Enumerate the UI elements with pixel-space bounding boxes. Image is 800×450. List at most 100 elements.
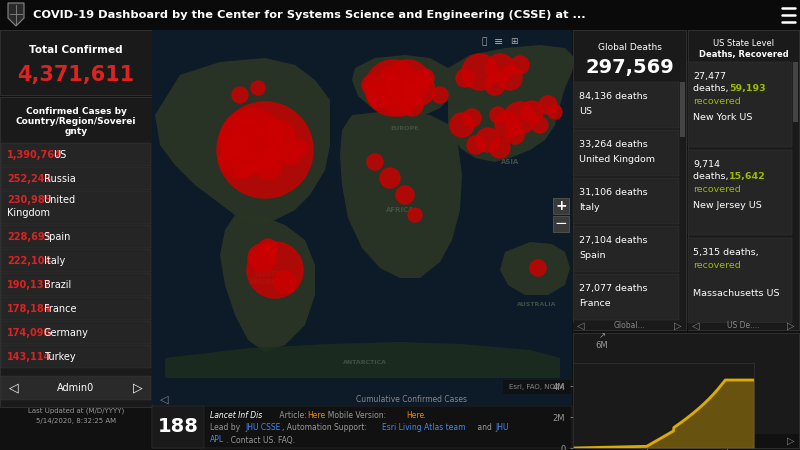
FancyBboxPatch shape	[573, 178, 679, 224]
FancyBboxPatch shape	[152, 406, 204, 448]
Text: ▷: ▷	[674, 321, 682, 331]
FancyBboxPatch shape	[680, 82, 685, 327]
Circle shape	[232, 87, 248, 103]
FancyBboxPatch shape	[1, 345, 151, 368]
Text: ▷: ▷	[787, 436, 794, 446]
Text: . Mobile Version:: . Mobile Version:	[323, 411, 389, 420]
Text: ◁: ◁	[9, 382, 19, 395]
Text: Esri, FAO, NOAA: Esri, FAO, NOAA	[510, 384, 565, 390]
FancyBboxPatch shape	[573, 323, 686, 330]
Circle shape	[292, 140, 308, 156]
FancyBboxPatch shape	[152, 30, 572, 405]
Text: recovered: recovered	[693, 185, 741, 194]
FancyBboxPatch shape	[1, 297, 151, 320]
FancyBboxPatch shape	[688, 30, 799, 330]
FancyBboxPatch shape	[680, 82, 685, 137]
Text: France: France	[43, 304, 76, 314]
Circle shape	[367, 154, 383, 170]
Text: Cumulative Confirmed Cases: Cumulative Confirmed Cases	[357, 396, 467, 405]
Circle shape	[467, 136, 485, 154]
FancyBboxPatch shape	[573, 30, 686, 330]
Text: 59,193: 59,193	[729, 85, 766, 94]
Text: 27,477: 27,477	[693, 72, 726, 81]
Text: and: and	[475, 423, 494, 432]
Circle shape	[254, 151, 282, 179]
Circle shape	[532, 117, 548, 133]
Text: APL: APL	[210, 436, 224, 445]
Text: −: −	[554, 216, 567, 231]
Text: , Automation Support:: , Automation Support:	[282, 423, 370, 432]
Polygon shape	[448, 108, 475, 148]
Circle shape	[260, 120, 296, 156]
Text: Italy: Italy	[43, 256, 65, 266]
Text: Kingdom: Kingdom	[7, 208, 50, 218]
Text: 33,264 deaths: 33,264 deaths	[579, 140, 648, 149]
Text: 228,691: 228,691	[7, 232, 51, 242]
Circle shape	[220, 108, 284, 172]
FancyBboxPatch shape	[793, 62, 798, 122]
Text: France: France	[579, 300, 610, 309]
FancyBboxPatch shape	[0, 97, 152, 407]
Circle shape	[511, 56, 529, 74]
Text: gnty: gnty	[65, 127, 87, 136]
FancyBboxPatch shape	[0, 30, 152, 95]
Text: Lancet Inf Dis: Lancet Inf Dis	[210, 411, 262, 420]
Circle shape	[495, 112, 521, 138]
FancyBboxPatch shape	[573, 434, 799, 448]
Text: Total Confirmed: Total Confirmed	[29, 45, 123, 55]
Text: +: +	[555, 199, 567, 213]
Text: ▷: ▷	[133, 382, 143, 395]
FancyBboxPatch shape	[793, 62, 798, 327]
FancyBboxPatch shape	[573, 82, 679, 128]
Text: 27,077 deaths: 27,077 deaths	[579, 284, 647, 293]
Text: 9,714: 9,714	[693, 159, 720, 168]
Circle shape	[506, 126, 524, 144]
FancyBboxPatch shape	[1, 376, 151, 400]
Circle shape	[365, 60, 421, 116]
Circle shape	[416, 69, 434, 87]
Circle shape	[504, 102, 536, 134]
Circle shape	[259, 239, 277, 257]
Text: 188: 188	[158, 418, 198, 436]
FancyBboxPatch shape	[573, 130, 679, 176]
Text: US De....: US De....	[727, 321, 760, 330]
Circle shape	[485, 75, 505, 95]
FancyBboxPatch shape	[573, 226, 679, 272]
Circle shape	[362, 75, 382, 95]
Text: Turkey: Turkey	[43, 352, 75, 362]
Circle shape	[386, 60, 430, 104]
Text: JHU CSSE: JHU CSSE	[245, 423, 280, 432]
FancyBboxPatch shape	[0, 0, 800, 30]
Text: New Jersey US: New Jersey US	[693, 201, 762, 210]
Text: Massachusetts US: Massachusetts US	[693, 288, 779, 297]
Circle shape	[274, 271, 296, 293]
FancyBboxPatch shape	[688, 62, 792, 147]
Text: ⊞: ⊞	[510, 37, 518, 46]
FancyBboxPatch shape	[688, 238, 792, 323]
FancyBboxPatch shape	[503, 380, 571, 394]
Circle shape	[401, 94, 423, 116]
Text: 6M: 6M	[595, 341, 608, 350]
Text: ◁: ◁	[578, 436, 585, 446]
Text: 84,136 deaths: 84,136 deaths	[579, 93, 648, 102]
Text: Admin0: Admin0	[58, 383, 94, 393]
Text: 4,371,611: 4,371,611	[18, 65, 134, 85]
Text: US: US	[579, 108, 592, 117]
Circle shape	[432, 87, 448, 103]
FancyBboxPatch shape	[152, 406, 572, 448]
FancyBboxPatch shape	[553, 198, 569, 214]
Polygon shape	[500, 242, 570, 295]
Polygon shape	[220, 215, 315, 352]
Text: ANTARCTICA: ANTARCTICA	[343, 360, 387, 364]
Circle shape	[539, 96, 557, 114]
Circle shape	[380, 168, 400, 188]
Text: ◁: ◁	[160, 395, 168, 405]
Text: US: US	[53, 150, 66, 160]
FancyBboxPatch shape	[688, 150, 792, 235]
Text: . Contact US. FAQ.: . Contact US. FAQ.	[226, 436, 295, 445]
Text: Lead by: Lead by	[210, 423, 242, 432]
Circle shape	[490, 138, 510, 158]
Text: ◁: ◁	[692, 321, 700, 331]
FancyBboxPatch shape	[1, 249, 151, 272]
Text: 31,106 deaths: 31,106 deaths	[579, 189, 648, 198]
